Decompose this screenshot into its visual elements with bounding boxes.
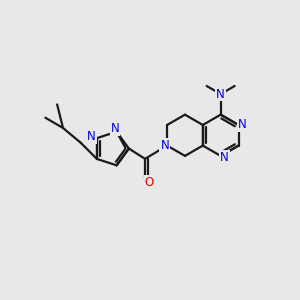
Text: O: O <box>145 176 154 189</box>
Text: N: N <box>238 118 246 131</box>
Text: N: N <box>111 122 119 135</box>
Text: N: N <box>87 130 96 143</box>
Text: N: N <box>160 139 169 152</box>
Text: N: N <box>216 88 225 100</box>
Text: N: N <box>220 151 229 164</box>
